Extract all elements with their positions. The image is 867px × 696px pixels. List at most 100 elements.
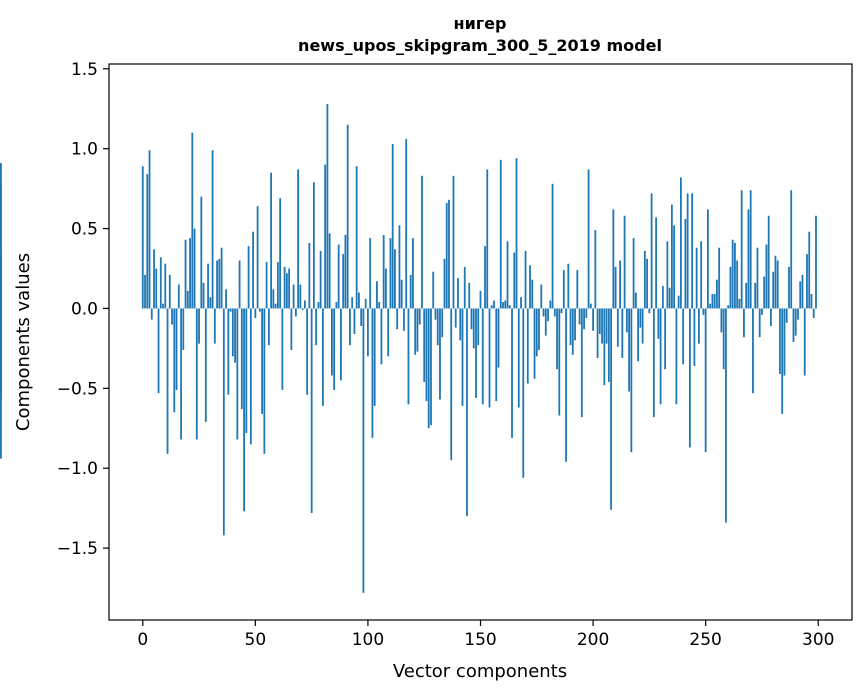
bar (806, 254, 808, 309)
bar (812, 308, 815, 319)
bar (155, 268, 158, 309)
bar (355, 166, 358, 309)
bar (788, 266, 790, 309)
bar (367, 308, 369, 357)
bar (707, 209, 709, 309)
bar (328, 233, 331, 309)
bar (297, 169, 300, 309)
bar (673, 225, 676, 309)
bar (459, 308, 462, 341)
bar (619, 260, 621, 309)
bar (461, 308, 464, 406)
bar (162, 303, 164, 309)
bar (342, 254, 345, 309)
bar (504, 300, 507, 309)
bar (634, 292, 637, 309)
bar (439, 308, 441, 400)
bar (331, 308, 333, 376)
bar (686, 193, 689, 309)
bar (220, 247, 223, 309)
bar (423, 308, 426, 382)
bar (661, 286, 664, 309)
bar (283, 266, 286, 309)
bar (324, 164, 327, 309)
bar (267, 308, 270, 346)
bar (475, 308, 477, 398)
bar (414, 308, 417, 355)
bar (225, 289, 227, 309)
bar (524, 250, 527, 309)
bar (349, 308, 351, 346)
bar (646, 258, 649, 309)
bar (490, 305, 493, 309)
bar (358, 292, 360, 309)
bar (684, 218, 687, 309)
bar (562, 270, 565, 309)
bar (711, 294, 714, 309)
bar (378, 302, 381, 309)
bar (186, 290, 189, 309)
bar (319, 250, 322, 309)
bar (303, 300, 306, 309)
y-tick-label: 0.5 (71, 220, 98, 240)
bar (499, 159, 502, 309)
bar (596, 308, 599, 358)
bar (815, 215, 817, 309)
x-axis-label: Vector components (393, 661, 567, 682)
bar (389, 238, 392, 309)
bar (747, 209, 750, 309)
bar (567, 263, 570, 309)
bar (556, 308, 558, 370)
bar (364, 298, 367, 309)
bar (722, 308, 725, 370)
bar (558, 308, 561, 416)
bar (679, 177, 682, 309)
bar (695, 247, 698, 309)
bar (400, 279, 403, 309)
bar (488, 308, 491, 408)
bar (659, 308, 662, 405)
bar (148, 150, 151, 309)
bar (549, 300, 552, 309)
bar (418, 308, 421, 325)
bar (522, 308, 525, 478)
bar (175, 308, 178, 390)
bar (587, 169, 590, 309)
plot-frame (108, 63, 853, 621)
bar (610, 308, 612, 510)
bar (218, 258, 221, 309)
bar (321, 308, 324, 406)
bar (565, 308, 567, 462)
bar (209, 297, 212, 309)
bar (222, 308, 225, 536)
bar (808, 231, 811, 309)
bar (571, 308, 574, 355)
bar (493, 300, 495, 309)
bar (254, 308, 257, 319)
bar (774, 255, 777, 309)
x-tick-label: 300 (802, 630, 834, 650)
bar (182, 308, 185, 350)
bar (245, 308, 248, 434)
bar (736, 260, 739, 309)
bar (171, 308, 173, 325)
bar (301, 308, 304, 311)
bar (756, 247, 759, 309)
bar (731, 239, 734, 309)
bar (716, 279, 718, 309)
y-tick-label: 0.0 (71, 299, 98, 319)
x-tick-label: 0 (137, 630, 148, 650)
bar (403, 308, 405, 331)
bar (704, 308, 707, 453)
y-axis: −1.5 −1.0 −0.5 0.0 0.5 1.0 1.5 (57, 60, 109, 559)
bar (387, 308, 390, 357)
bar (691, 193, 694, 309)
bar (394, 249, 396, 309)
bar (776, 260, 779, 309)
bar (502, 302, 504, 309)
bar (682, 308, 685, 365)
bar (207, 263, 209, 309)
bar (299, 284, 302, 309)
bar (445, 203, 448, 309)
